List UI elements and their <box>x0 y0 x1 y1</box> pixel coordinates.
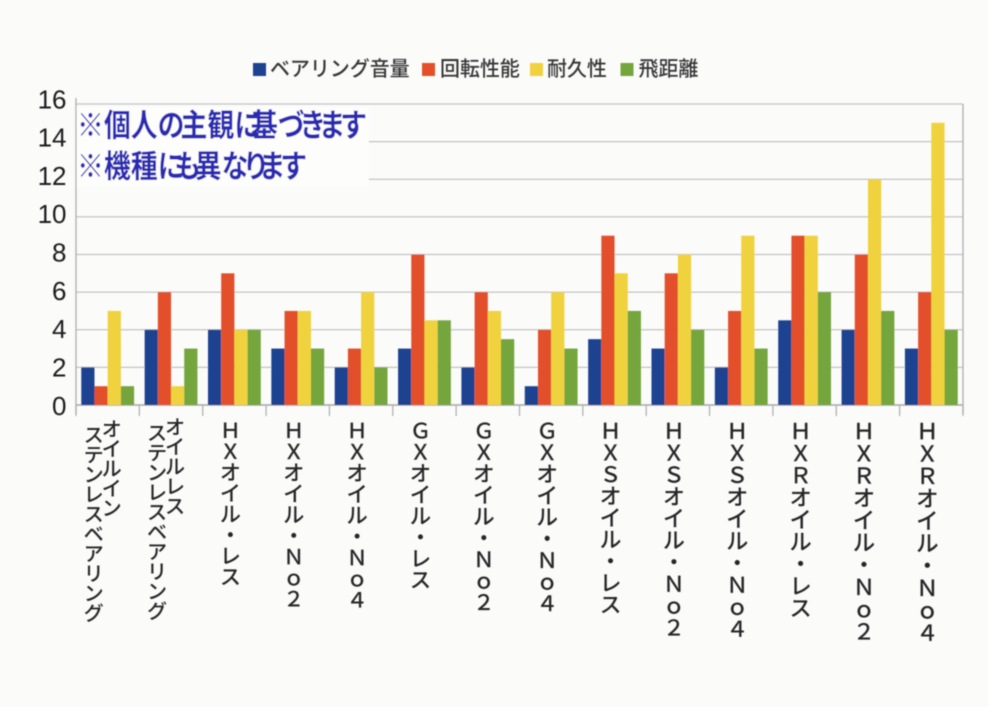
svg-text:10: 10 <box>38 199 67 229</box>
svg-text:16: 16 <box>38 84 67 114</box>
svg-text:0: 0 <box>52 391 66 421</box>
svg-text:8: 8 <box>52 238 66 268</box>
svg-text:14: 14 <box>38 123 67 153</box>
svg-text:12: 12 <box>38 161 67 191</box>
svg-text:2: 2 <box>52 353 66 383</box>
svg-text:4: 4 <box>52 314 66 344</box>
svg-text:6: 6 <box>52 276 66 306</box>
